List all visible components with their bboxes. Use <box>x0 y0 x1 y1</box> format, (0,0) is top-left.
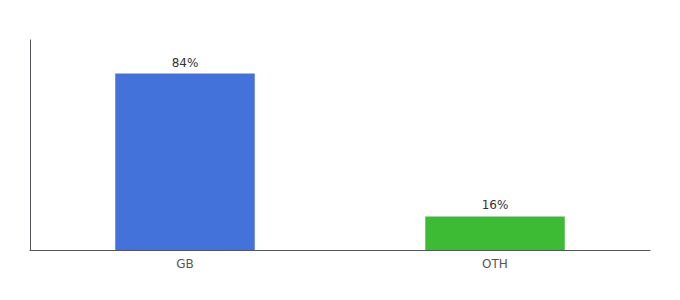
svg-text:OTH: OTH <box>482 257 508 271</box>
svg-text:84%: 84% <box>172 56 199 70</box>
svg-text:16%: 16% <box>482 198 509 212</box>
svg-text:GB: GB <box>176 257 194 271</box>
